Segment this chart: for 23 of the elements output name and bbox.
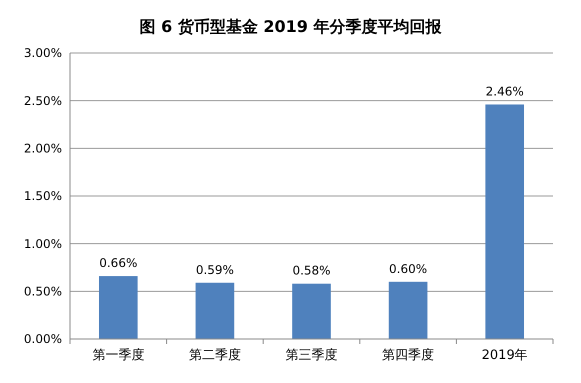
x-tick-label: 第二季度 — [188, 347, 241, 363]
bar — [98, 276, 138, 339]
y-tick-label: 0.00% — [24, 332, 62, 346]
y-tick-label: 0.50% — [24, 284, 62, 299]
x-tick-label: 第一季度 — [92, 347, 144, 363]
x-tick-label: 第四季度 — [382, 347, 434, 363]
y-tick-label: 1.00% — [24, 236, 62, 251]
data-label: 0.60% — [389, 262, 428, 276]
bar — [292, 284, 331, 339]
data-label: 0.58% — [292, 264, 331, 278]
data-label: 0.59% — [196, 262, 234, 277]
y-tick-label: 2.50% — [24, 94, 62, 108]
data-label: 0.66% — [99, 256, 138, 270]
x-tick-label: 2019年 — [482, 348, 528, 363]
bar — [196, 282, 234, 339]
bar — [485, 104, 524, 339]
bar — [388, 282, 428, 339]
chart-title: 图 6 货币型基金 2019 年分季度平均回报 — [140, 17, 442, 36]
y-tick-label: 2.00% — [24, 142, 62, 156]
y-tick-label: 3.00% — [24, 46, 62, 60]
data-label: 2.46% — [486, 84, 524, 98]
y-tick-label: 1.50% — [24, 189, 62, 204]
x-tick-label: 第三季度 — [286, 347, 338, 363]
